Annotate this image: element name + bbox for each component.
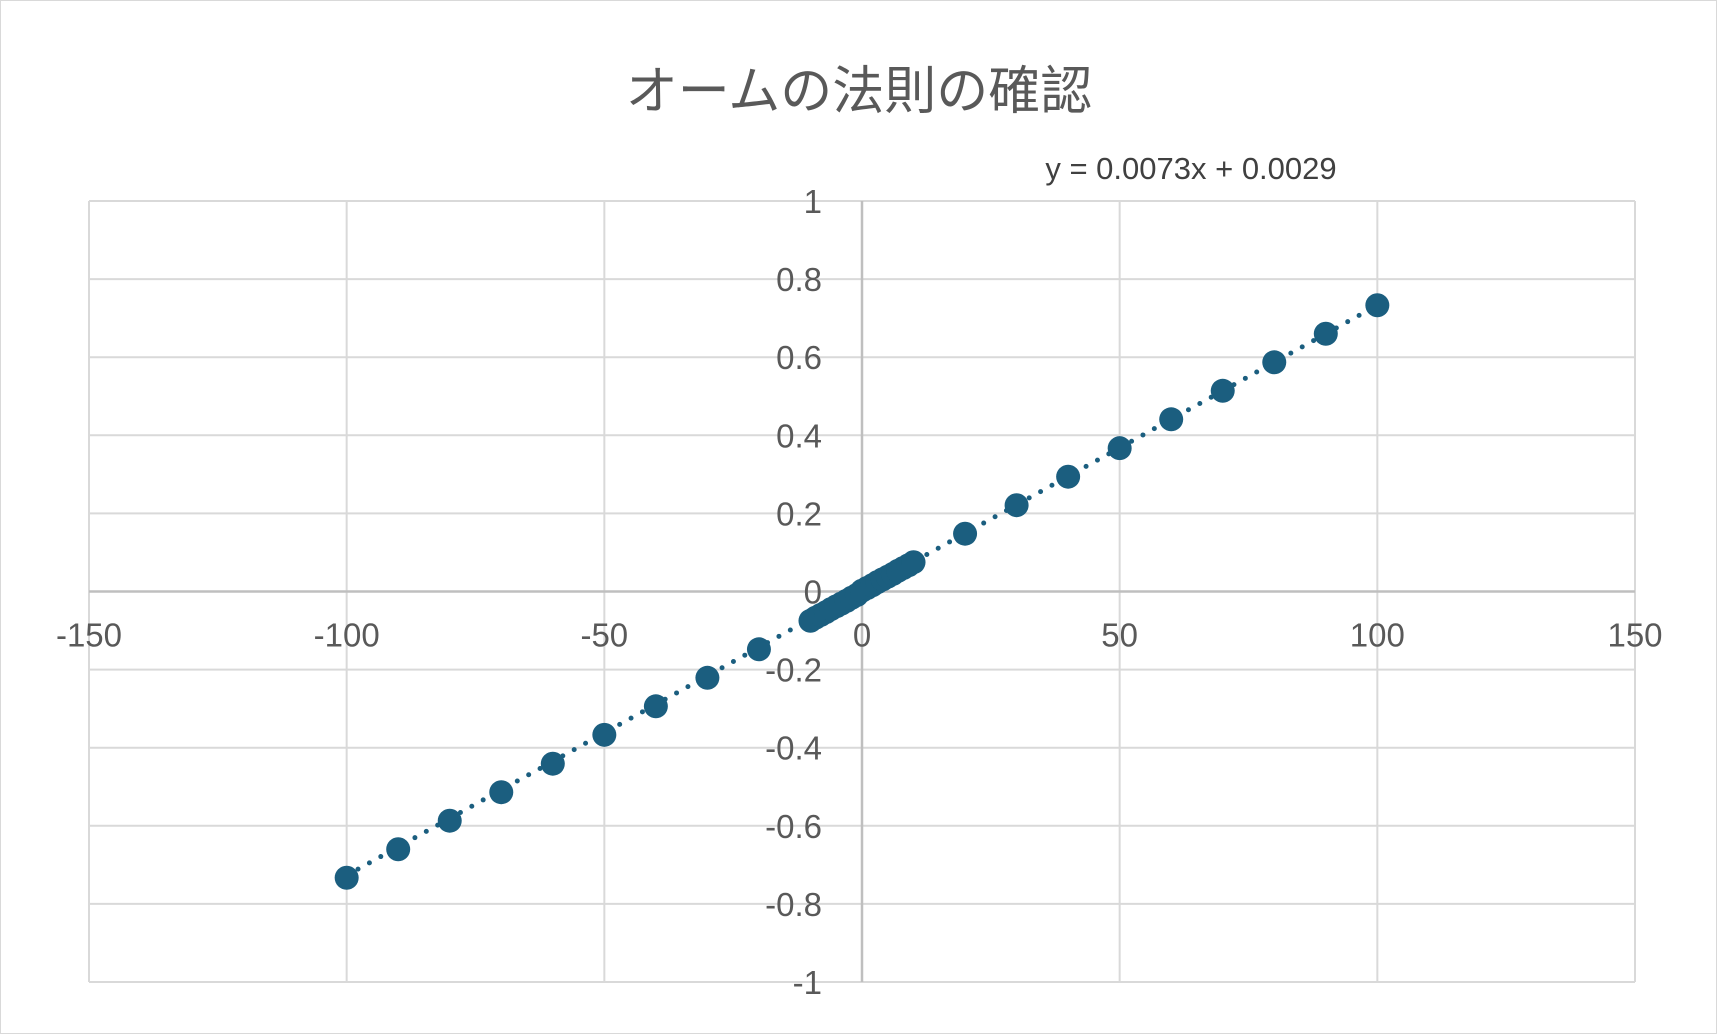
data-point: [1159, 407, 1184, 432]
x-tick-label: 100: [1350, 617, 1405, 654]
x-tick-label: 150: [1607, 617, 1662, 654]
y-tick-label: -0.8: [765, 886, 822, 923]
y-tick-label: 0.8: [776, 261, 822, 298]
chart-title: オームの法則の確認: [626, 62, 1092, 122]
x-tick-label: 50: [1101, 617, 1138, 654]
x-tick-label: -100: [314, 617, 380, 654]
data-point: [540, 751, 565, 776]
data-point: [334, 865, 359, 890]
data-point: [1210, 378, 1235, 403]
y-tick-label: -1: [793, 964, 822, 1001]
y-tick-label: -0.2: [765, 652, 822, 689]
trendline-path: [344, 302, 1380, 878]
y-tick-label: -0.4: [765, 730, 822, 767]
data-point: [695, 665, 720, 690]
data-point: [386, 837, 411, 862]
y-tick-label: 0.4: [776, 417, 822, 454]
data-point: [437, 808, 462, 833]
data-point: [1313, 321, 1338, 346]
data-point: [953, 521, 978, 546]
y-tick-label: 0: [804, 574, 822, 611]
x-tick-label: 0: [853, 617, 871, 654]
data-point: [901, 550, 926, 575]
data-point: [643, 694, 668, 719]
y-tick-label: 1: [804, 183, 822, 220]
data-points: [334, 293, 1390, 890]
data-point: [1056, 464, 1081, 489]
data-point: [489, 780, 514, 805]
y-tick-label: -0.6: [765, 808, 822, 845]
x-tick-label: -50: [580, 617, 628, 654]
y-tick-label: 0.2: [776, 495, 822, 532]
tick-labels: -150 -100 -50 0 50 100 150 -1 -0.8 -0.6 -0.4 -0.2 0 0…: [56, 183, 1663, 1001]
data-point: [592, 722, 617, 747]
data-point: [1262, 350, 1287, 375]
data-point: [1107, 436, 1132, 461]
data-point: [1365, 293, 1390, 318]
trendline-equation: y = 0.0073x + 0.0029: [1045, 151, 1336, 186]
y-tick-label: 0.6: [776, 339, 822, 376]
data-point: [746, 637, 771, 662]
data-point: [1004, 493, 1029, 518]
x-tick-label: -150: [56, 617, 122, 654]
trendline: [344, 302, 1380, 878]
